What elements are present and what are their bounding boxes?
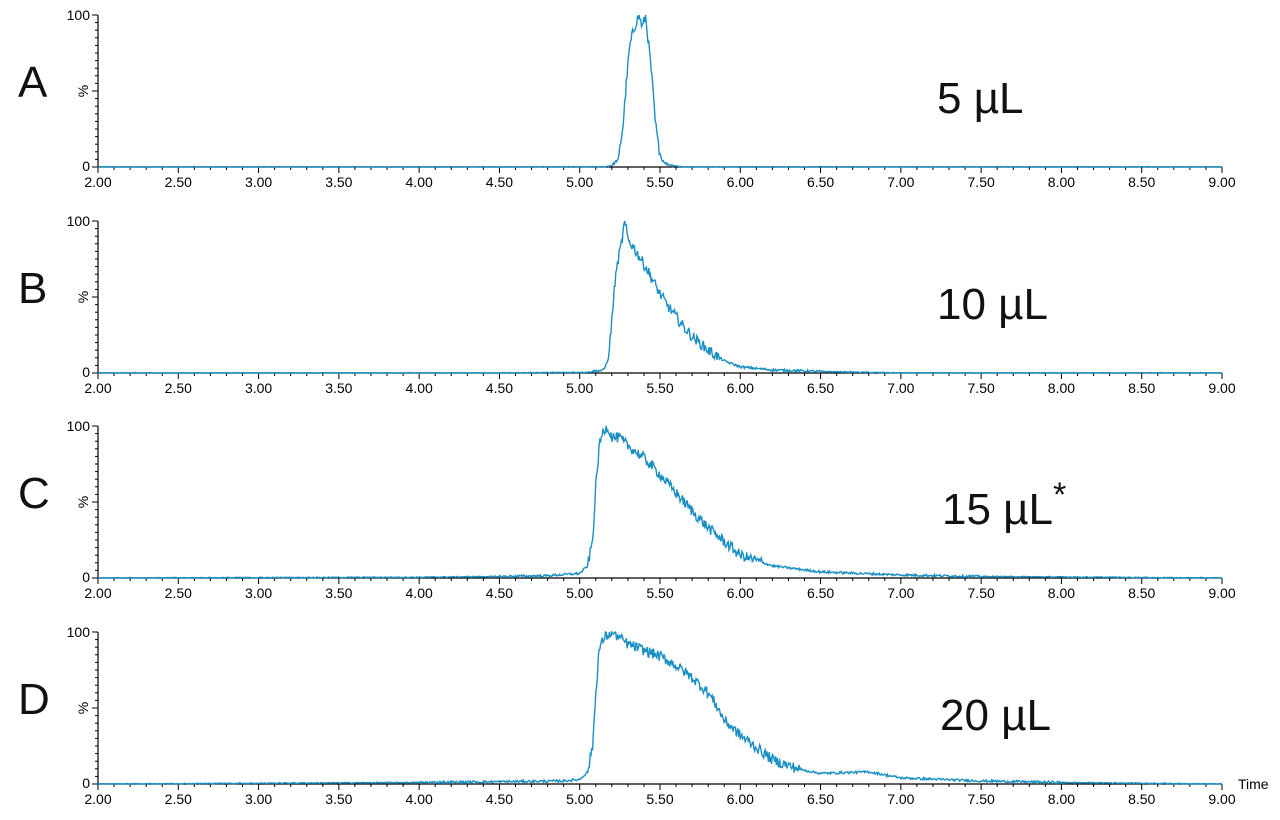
y-tick-label: 100 (67, 624, 91, 640)
x-tick-label: 7.00 (887, 791, 914, 807)
chromatogram-panel-d: D 0% 100 2.00 2.50 3.00 3.50 4.00 4.50 5.00 5.50 6.… (18, 624, 1236, 807)
x-tick-label: 8.00 (1048, 380, 1075, 396)
panel-letter: B (18, 264, 47, 313)
x-tick-label: 8.00 (1048, 174, 1075, 190)
x-tick-label: 5.50 (646, 791, 673, 807)
x-tick-label: 7.50 (968, 174, 995, 190)
x-tick-label: 6.50 (807, 791, 834, 807)
series-line (97, 14, 1223, 168)
volume-annotation: 20 µL (940, 691, 1051, 740)
y-tick-label: 0 (82, 775, 90, 791)
x-tick-label: 6.00 (727, 174, 754, 190)
x-tick-label: 2.00 (84, 585, 111, 601)
volume-annotation: 10 µL (937, 280, 1048, 329)
x-tick-label: 2.00 (84, 174, 111, 190)
x-tick-label: 7.50 (968, 380, 995, 396)
x-tick-label: 4.00 (406, 585, 433, 601)
x-tick-label: 7.50 (968, 791, 995, 807)
x-tick-label: 6.00 (727, 380, 754, 396)
x-tick-label: 8.50 (1128, 380, 1155, 396)
x-tick-label: 5.50 (646, 585, 673, 601)
x-tick-label: 9.00 (1208, 174, 1235, 190)
y-tick-label: 100 (67, 213, 91, 229)
x-tick-label: 6.50 (807, 380, 834, 396)
x-tick-label: 8.50 (1128, 174, 1155, 190)
y-tick-label: % (75, 496, 91, 508)
annotation-marker: * (1053, 476, 1066, 514)
x-tick-label: 8.00 (1048, 585, 1075, 601)
x-tick-label: 6.00 (727, 585, 754, 601)
x-tick-label: 3.00 (245, 585, 272, 601)
x-tick-label: 4.00 (406, 380, 433, 396)
chromatogram-panel-c: C 0% 100 2.00 2.50 3.00 3.50 4.00 4.50 5.00 5.50 6.… (18, 418, 1236, 601)
series-line (97, 630, 1223, 785)
x-tick-label: 6.00 (727, 791, 754, 807)
x-tick-label: 3.50 (325, 585, 352, 601)
x-tick-label: 2.00 (84, 791, 111, 807)
x-tick-label: 5.50 (646, 174, 673, 190)
y-tick-label: % (75, 702, 91, 714)
x-tick-label: 8.00 (1048, 791, 1075, 807)
y-tick-label: 0 (82, 364, 90, 380)
chromatogram-panel-b: B 0% 100 2.00 2.50 3.00 3.50 4.00 4.50 5.00 5.50 6.… (18, 213, 1236, 396)
x-tick-label: 2.50 (165, 174, 192, 190)
x-tick-label: 4.00 (406, 174, 433, 190)
x-tick-label: 2.00 (84, 380, 111, 396)
x-axis-label-time: Time (1238, 776, 1269, 792)
x-tick-label: 4.50 (486, 791, 513, 807)
x-tick-label: 3.50 (325, 174, 352, 190)
volume-annotation: 15 µL* (942, 476, 1066, 534)
x-tick-label: 7.00 (887, 174, 914, 190)
x-tick-label: 5.00 (566, 174, 593, 190)
x-tick-label: 3.00 (245, 791, 272, 807)
panel-letter: A (18, 58, 48, 107)
x-tick-label: 2.50 (165, 791, 192, 807)
x-tick-label: 9.00 (1208, 380, 1235, 396)
x-tick-label: 8.50 (1128, 791, 1155, 807)
x-tick-label: 4.00 (406, 791, 433, 807)
y-tick-label: 100 (67, 7, 91, 23)
x-tick-label: 2.50 (165, 585, 192, 601)
x-tick-label: 9.00 (1208, 791, 1235, 807)
x-tick-label: 5.00 (566, 585, 593, 601)
x-tick-label: 2.50 (165, 380, 192, 396)
x-tick-label: 4.50 (486, 174, 513, 190)
x-tick-label: 7.50 (968, 585, 995, 601)
x-tick-label: 5.50 (646, 380, 673, 396)
volume-annotation: 5 µL (937, 74, 1024, 123)
panel-letter: D (18, 675, 50, 724)
x-tick-label: 7.00 (887, 585, 914, 601)
series-line (97, 425, 1223, 579)
y-tick-label: % (75, 291, 91, 303)
y-tick-label: 0 (82, 569, 90, 585)
chromatogram-panel-a: A 0% 100 2.00 2.50 3.00 3.50 4.00 4.50 5.00 5.50 6.… (18, 7, 1236, 190)
x-tick-label: 4.50 (486, 585, 513, 601)
x-tick-label: 3.00 (245, 380, 272, 396)
y-tick-label: 100 (67, 418, 91, 434)
x-tick-label: 3.50 (325, 791, 352, 807)
y-tick-label: 0 (82, 158, 90, 174)
x-tick-label: 8.50 (1128, 585, 1155, 601)
x-tick-label: 3.50 (325, 380, 352, 396)
x-tick-label: 9.00 (1208, 585, 1235, 601)
x-tick-label: 6.50 (807, 585, 834, 601)
panel-letter: C (18, 469, 50, 518)
x-tick-label: 4.50 (486, 380, 513, 396)
x-tick-label: 3.00 (245, 174, 272, 190)
x-tick-label: 5.00 (566, 791, 593, 807)
x-tick-label: 6.50 (807, 174, 834, 190)
x-tick-label: 7.00 (887, 380, 914, 396)
y-tick-label: % (75, 85, 91, 97)
series-line (97, 220, 1223, 374)
x-tick-label: 5.00 (566, 380, 593, 396)
